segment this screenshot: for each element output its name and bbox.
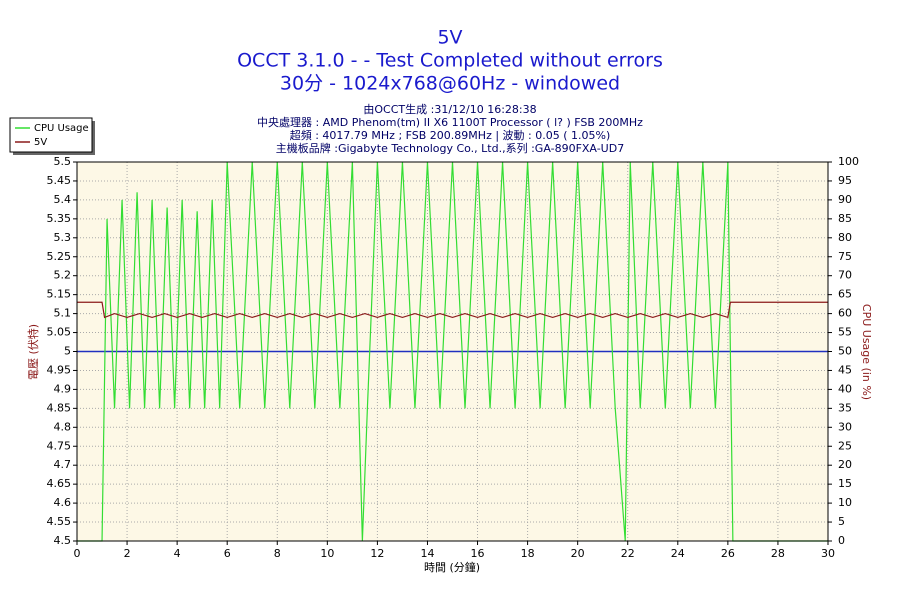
legend-label: CPU Usage xyxy=(34,123,89,134)
y2-tick-label: 15 xyxy=(838,477,852,490)
x-tick-label: 8 xyxy=(274,547,281,560)
y-tick-label: 4.8 xyxy=(54,420,72,433)
y-tick-label: 4.95 xyxy=(47,363,72,376)
y2-tick-label: 65 xyxy=(838,288,852,301)
plot-border xyxy=(76,161,829,542)
y-tick-label: 4.9 xyxy=(54,382,72,395)
x-tick-label: 26 xyxy=(721,547,735,560)
x-tick-label: 10 xyxy=(320,547,334,560)
y2-tick-label: 80 xyxy=(838,231,852,244)
y-tick-label: 4.75 xyxy=(47,439,72,452)
x-tick-label: 22 xyxy=(621,547,635,560)
y-tick-label: 5.45 xyxy=(47,174,72,187)
y-tick-label: 4.55 xyxy=(47,515,72,528)
x-tick-label: 28 xyxy=(771,547,785,560)
y-axis-label: 電壓 (伏特) xyxy=(26,324,40,380)
info-line: 主機板品牌 :Gigabyte Technology Co., Ltd.,系列 … xyxy=(276,141,624,155)
y-tick-label: 4.7 xyxy=(54,458,72,471)
x-tick-label: 14 xyxy=(420,547,434,560)
y2-tick-label: 70 xyxy=(838,269,852,282)
y2-tick-label: 25 xyxy=(838,439,852,452)
y2-tick-label: 100 xyxy=(838,155,859,168)
y-tick-label: 5 xyxy=(64,345,71,358)
chart-subtitle: 30分 - 1024x768@60Hz - windowed xyxy=(280,73,620,95)
y-tick-label: 4.6 xyxy=(54,496,72,509)
x-tick-label: 6 xyxy=(224,547,231,560)
y-tick-label: 5.35 xyxy=(47,212,72,225)
x-tick-label: 30 xyxy=(821,547,835,560)
series-line xyxy=(77,301,828,319)
y2-axis-label: CPU Usage (in %) xyxy=(860,304,873,400)
y-tick-label: 4.5 xyxy=(54,534,72,547)
y2-tick-label: 45 xyxy=(838,363,852,376)
y-tick-label: 5.3 xyxy=(54,231,72,244)
y-tick-label: 5.2 xyxy=(54,269,72,282)
y2-tick-label: 75 xyxy=(838,250,852,263)
y2-tick-label: 10 xyxy=(838,496,852,509)
y-tick-label: 5.5 xyxy=(54,155,72,168)
x-tick-label: 16 xyxy=(471,547,485,560)
info-line: 中央處理器 : AMD Phenom(tm) II X6 1100T Proce… xyxy=(257,115,643,129)
x-tick-label: 20 xyxy=(571,547,585,560)
x-tick-label: 24 xyxy=(671,547,685,560)
y2-tick-label: 0 xyxy=(838,534,845,547)
y2-tick-label: 35 xyxy=(838,401,852,414)
legend xyxy=(9,117,93,153)
x-tick-label: 0 xyxy=(74,547,81,560)
y2-tick-label: 90 xyxy=(838,193,852,206)
y-tick-label: 4.65 xyxy=(47,477,72,490)
x-axis-label: 時間 (分鐘) xyxy=(424,560,480,574)
y-tick-label: 5.4 xyxy=(54,193,72,206)
info-line: 超頻 : 4017.79 MHz ; FSB 200.89MHz | 波動 : … xyxy=(290,128,611,142)
y2-tick-label: 50 xyxy=(838,345,852,358)
y2-tick-label: 60 xyxy=(838,307,852,320)
info-line: 由OCCT生成 :31/12/10 16:28:38 xyxy=(363,102,536,116)
y-tick-label: 5.25 xyxy=(47,250,72,263)
y2-tick-label: 55 xyxy=(838,326,852,339)
x-tick-label: 18 xyxy=(521,547,535,560)
y2-tick-label: 95 xyxy=(838,174,852,187)
y-tick-label: 5.1 xyxy=(54,307,72,320)
x-tick-label: 2 xyxy=(124,547,131,560)
x-tick-label: 4 xyxy=(174,547,181,560)
chart-subtitle: OCCT 3.1.0 - - Test Completed without er… xyxy=(237,50,663,72)
y2-tick-label: 85 xyxy=(838,212,852,225)
y-tick-label: 5.15 xyxy=(47,288,72,301)
chart-title: 5V xyxy=(437,27,462,49)
y-tick-label: 4.85 xyxy=(47,401,72,414)
y2-tick-label: 30 xyxy=(838,420,852,433)
x-tick-label: 12 xyxy=(370,547,384,560)
y2-tick-label: 20 xyxy=(838,458,852,471)
y2-tick-label: 5 xyxy=(838,515,845,528)
y-tick-label: 5.05 xyxy=(47,326,72,339)
legend-label: 5V xyxy=(34,137,47,148)
y2-tick-label: 40 xyxy=(838,382,852,395)
